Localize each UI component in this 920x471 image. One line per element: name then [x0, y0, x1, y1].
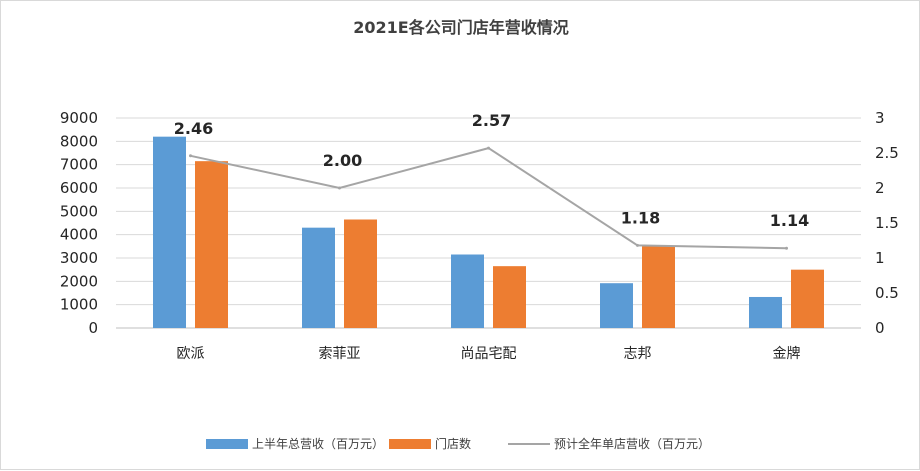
right-tick-label: 0: [875, 319, 885, 337]
category-label: 索菲亚: [319, 345, 361, 362]
chart-title: 2021E各公司门店年营收情况: [353, 18, 568, 37]
right-tick-label: 2.5: [875, 144, 899, 162]
line-point: [785, 246, 788, 250]
data-label: 2.00: [323, 151, 362, 170]
right-tick-label: 1: [875, 249, 885, 267]
line-point: [189, 154, 192, 158]
line-point: [338, 186, 341, 190]
bar: [153, 136, 186, 328]
bar: [195, 161, 228, 328]
data-label: 1.14: [770, 211, 809, 230]
legend-label: 预计全年单店营收（百万元）: [554, 436, 710, 451]
bar: [749, 296, 782, 328]
legend-swatch: [389, 439, 431, 449]
left-tick-label: 8000: [60, 132, 98, 150]
legend-swatch: [206, 439, 248, 449]
left-tick-label: 3000: [60, 249, 98, 267]
legend: 上半年总营收（百万元） 门店数 预计全年单店营收（百万元）: [206, 436, 710, 451]
data-label: 2.46: [174, 119, 213, 138]
right-tick-label: 2: [875, 179, 885, 197]
category-label: 志邦: [624, 346, 652, 362]
legend-label: 上半年总营收（百万元）: [252, 437, 384, 451]
bars: [153, 136, 824, 328]
left-tick-label: 9000: [60, 109, 98, 127]
bar: [451, 254, 484, 328]
left-tick-label: 0: [88, 319, 98, 337]
series-line: [190, 147, 787, 250]
left-tick-label: 5000: [60, 202, 98, 220]
left-tick-label: 4000: [60, 226, 98, 244]
category-axis: 欧派 索菲亚 尚品宅配 志邦 金牌: [177, 345, 801, 362]
category-label: 金牌: [773, 345, 801, 362]
left-tick-label: 6000: [60, 179, 98, 197]
bar: [642, 246, 675, 328]
gridlines: [116, 117, 861, 329]
right-tick-label: 0.5: [875, 284, 899, 302]
right-axis: 0 0.5 1 1.5 2 2.5 3: [875, 109, 899, 337]
right-tick-label: 3: [875, 109, 885, 127]
category-label: 尚品宅配: [461, 346, 517, 362]
line-point: [487, 146, 490, 150]
left-tick-label: 7000: [60, 156, 98, 174]
left-tick-label: 1000: [60, 296, 98, 314]
right-tick-label: 1.5: [875, 214, 899, 232]
line-point: [636, 243, 639, 247]
bar: [344, 219, 377, 328]
left-tick-label: 2000: [60, 272, 98, 290]
bar: [493, 266, 526, 328]
bar: [791, 269, 824, 328]
data-label: 2.57: [472, 111, 511, 130]
line-series: 2.46 2.00 2.57 1.18 1.14: [174, 111, 809, 250]
data-label: 1.18: [621, 208, 660, 227]
left-axis: 0 1000 2000 3000 4000 5000 6000 7000 8000 9000: [60, 109, 98, 337]
legend-label: 门店数: [435, 436, 471, 451]
category-label: 欧派: [177, 346, 205, 362]
bar: [600, 283, 633, 328]
bar: [302, 227, 335, 328]
